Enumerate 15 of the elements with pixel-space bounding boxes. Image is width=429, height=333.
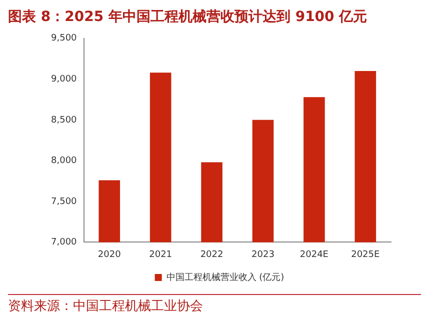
x-tick-label: 2021 [149,250,172,260]
y-tick-label: 7,000 [51,238,78,248]
x-tick-label: 2020 [98,250,122,260]
x-tick-label: 2024E [300,250,329,260]
legend-label: 中国工程机械营业收入 (亿元) [166,272,284,283]
y-tick-label: 9,000 [51,74,78,85]
chart-title: 图表 8：2025 年中国工程机械营收预计达到 9100 亿元 [8,8,368,26]
x-tick-label: 2022 [200,250,224,260]
y-tick-label: 8,500 [51,115,78,126]
y-tick-label: 9,500 [51,34,78,44]
y-tick-label: 8,000 [51,156,78,166]
x-tick-label: 2025E [351,250,380,260]
x-tick-label: 2023 [252,250,274,260]
y-tick-label: 7,500 [51,196,78,207]
text: 资料来源：中国工程机械工业协会 [8,294,421,315]
